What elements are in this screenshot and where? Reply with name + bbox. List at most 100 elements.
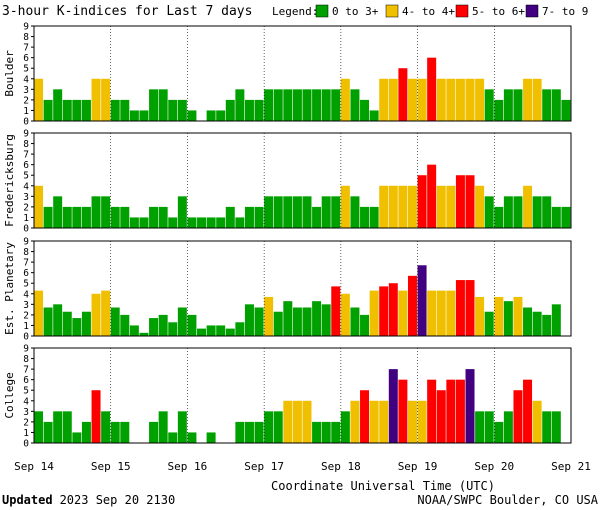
bar-2-1 xyxy=(43,307,53,336)
bar-3-14 xyxy=(168,432,178,443)
bar-3-40 xyxy=(417,400,427,443)
bar-1-11 xyxy=(139,217,149,228)
bar-1-31 xyxy=(331,196,341,228)
bar-0-5 xyxy=(81,99,91,121)
panel-frame-0 xyxy=(33,25,572,122)
bar-2-10 xyxy=(129,325,139,336)
y-tick-label-2-1: 1 xyxy=(23,321,29,332)
y-tick-label-2-4: 4 xyxy=(23,289,29,300)
bar-3-29 xyxy=(312,421,322,443)
bar-1-41 xyxy=(427,164,437,228)
bar-1-38 xyxy=(398,185,408,228)
bar-1-22 xyxy=(244,206,254,228)
bar-3-28 xyxy=(302,400,312,443)
y-tick-label-1-0: 0 xyxy=(23,224,29,235)
bar-2-28 xyxy=(302,307,312,336)
bar-2-36 xyxy=(379,286,389,336)
bar-3-45 xyxy=(465,369,475,443)
bar-1-26 xyxy=(283,196,293,228)
bar-2-32 xyxy=(340,293,350,336)
bar-1-0 xyxy=(34,185,43,228)
bar-2-30 xyxy=(321,304,331,336)
bar-0-27 xyxy=(292,89,302,121)
bar-3-3 xyxy=(62,411,72,443)
bar-0-9 xyxy=(120,99,130,121)
x-axis-title: Coordinate Universal Time (UTC) xyxy=(271,479,495,493)
y-tick-label-3-6: 6 xyxy=(23,375,29,386)
bar-3-30 xyxy=(321,421,331,443)
bar-0-15 xyxy=(177,99,187,121)
bar-0-3 xyxy=(62,99,72,121)
bar-0-50 xyxy=(513,89,523,121)
bar-0-43 xyxy=(446,78,456,121)
bar-2-6 xyxy=(91,293,101,336)
legend-item-0-label: 0 to 3+ xyxy=(332,5,379,18)
bar-1-52 xyxy=(532,196,542,228)
bar-3-36 xyxy=(379,400,389,443)
bar-1-2 xyxy=(53,196,63,228)
y-tick-label-3-2: 2 xyxy=(23,417,29,428)
bar-1-14 xyxy=(168,217,178,228)
panel-frame-1 xyxy=(33,132,572,229)
bar-2-31 xyxy=(331,286,341,336)
y-tick-label-3-9: 9 xyxy=(23,344,29,355)
y-tick-label-2-7: 7 xyxy=(23,258,29,269)
bar-1-29 xyxy=(312,206,322,228)
bar-3-38 xyxy=(398,379,408,443)
bar-2-42 xyxy=(436,290,446,336)
bar-3-15 xyxy=(177,411,187,443)
bar-3-5 xyxy=(81,421,91,443)
y-tick-label-2-2: 2 xyxy=(23,310,29,321)
legend-swatch-yellow xyxy=(385,4,399,18)
panel-frame-2 xyxy=(33,240,572,337)
bar-0-2 xyxy=(53,89,63,121)
bar-3-41 xyxy=(427,379,437,443)
bar-2-46 xyxy=(475,296,485,336)
bar-3-6 xyxy=(91,390,101,443)
bar-2-45 xyxy=(465,280,475,336)
bar-1-19 xyxy=(216,217,226,228)
bar-2-40 xyxy=(417,265,427,336)
bar-0-29 xyxy=(312,89,322,121)
bar-1-33 xyxy=(350,196,360,228)
y-tick-label-3-0: 0 xyxy=(23,439,29,450)
bar-3-12 xyxy=(149,421,159,443)
footer-updated: Updated 2023 Sep 20 2130 xyxy=(2,493,175,507)
bar-1-12 xyxy=(149,206,159,228)
bar-1-47 xyxy=(484,196,494,228)
bar-1-25 xyxy=(273,196,283,228)
bar-2-22 xyxy=(244,304,254,336)
bar-1-50 xyxy=(513,196,523,228)
x-tick-label-1: Sep 15 xyxy=(91,460,131,473)
bar-3-16 xyxy=(187,432,197,443)
bar-2-21 xyxy=(235,322,245,336)
y-tick-label-1-5: 5 xyxy=(23,171,29,182)
bar-1-1 xyxy=(43,206,53,228)
bar-1-6 xyxy=(91,196,101,228)
bar-1-43 xyxy=(446,185,456,228)
y-tick-label-2-5: 5 xyxy=(23,279,29,290)
bar-3-54 xyxy=(551,411,561,443)
x-tick-label-7: Sep 21 xyxy=(551,460,591,473)
bar-2-17 xyxy=(197,328,207,336)
bar-3-50 xyxy=(513,390,523,443)
bar-1-20 xyxy=(225,206,235,228)
bar-2-26 xyxy=(283,301,293,336)
legend-swatch-green xyxy=(315,4,329,18)
bar-1-49 xyxy=(503,196,513,228)
bar-2-24 xyxy=(264,296,274,336)
bar-1-39 xyxy=(407,185,417,228)
bar-0-30 xyxy=(321,89,331,121)
panel-label-3: College xyxy=(3,372,16,418)
bar-1-35 xyxy=(369,206,379,228)
bar-0-10 xyxy=(129,110,139,121)
bar-0-38 xyxy=(398,68,408,121)
bar-2-54 xyxy=(551,304,561,336)
bar-3-43 xyxy=(446,379,456,443)
x-tick-label-6: Sep 20 xyxy=(474,460,514,473)
bar-0-18 xyxy=(206,110,216,121)
bar-3-7 xyxy=(101,411,111,443)
footer-credit: NOAA/SWPC Boulder, CO USA xyxy=(417,493,598,507)
